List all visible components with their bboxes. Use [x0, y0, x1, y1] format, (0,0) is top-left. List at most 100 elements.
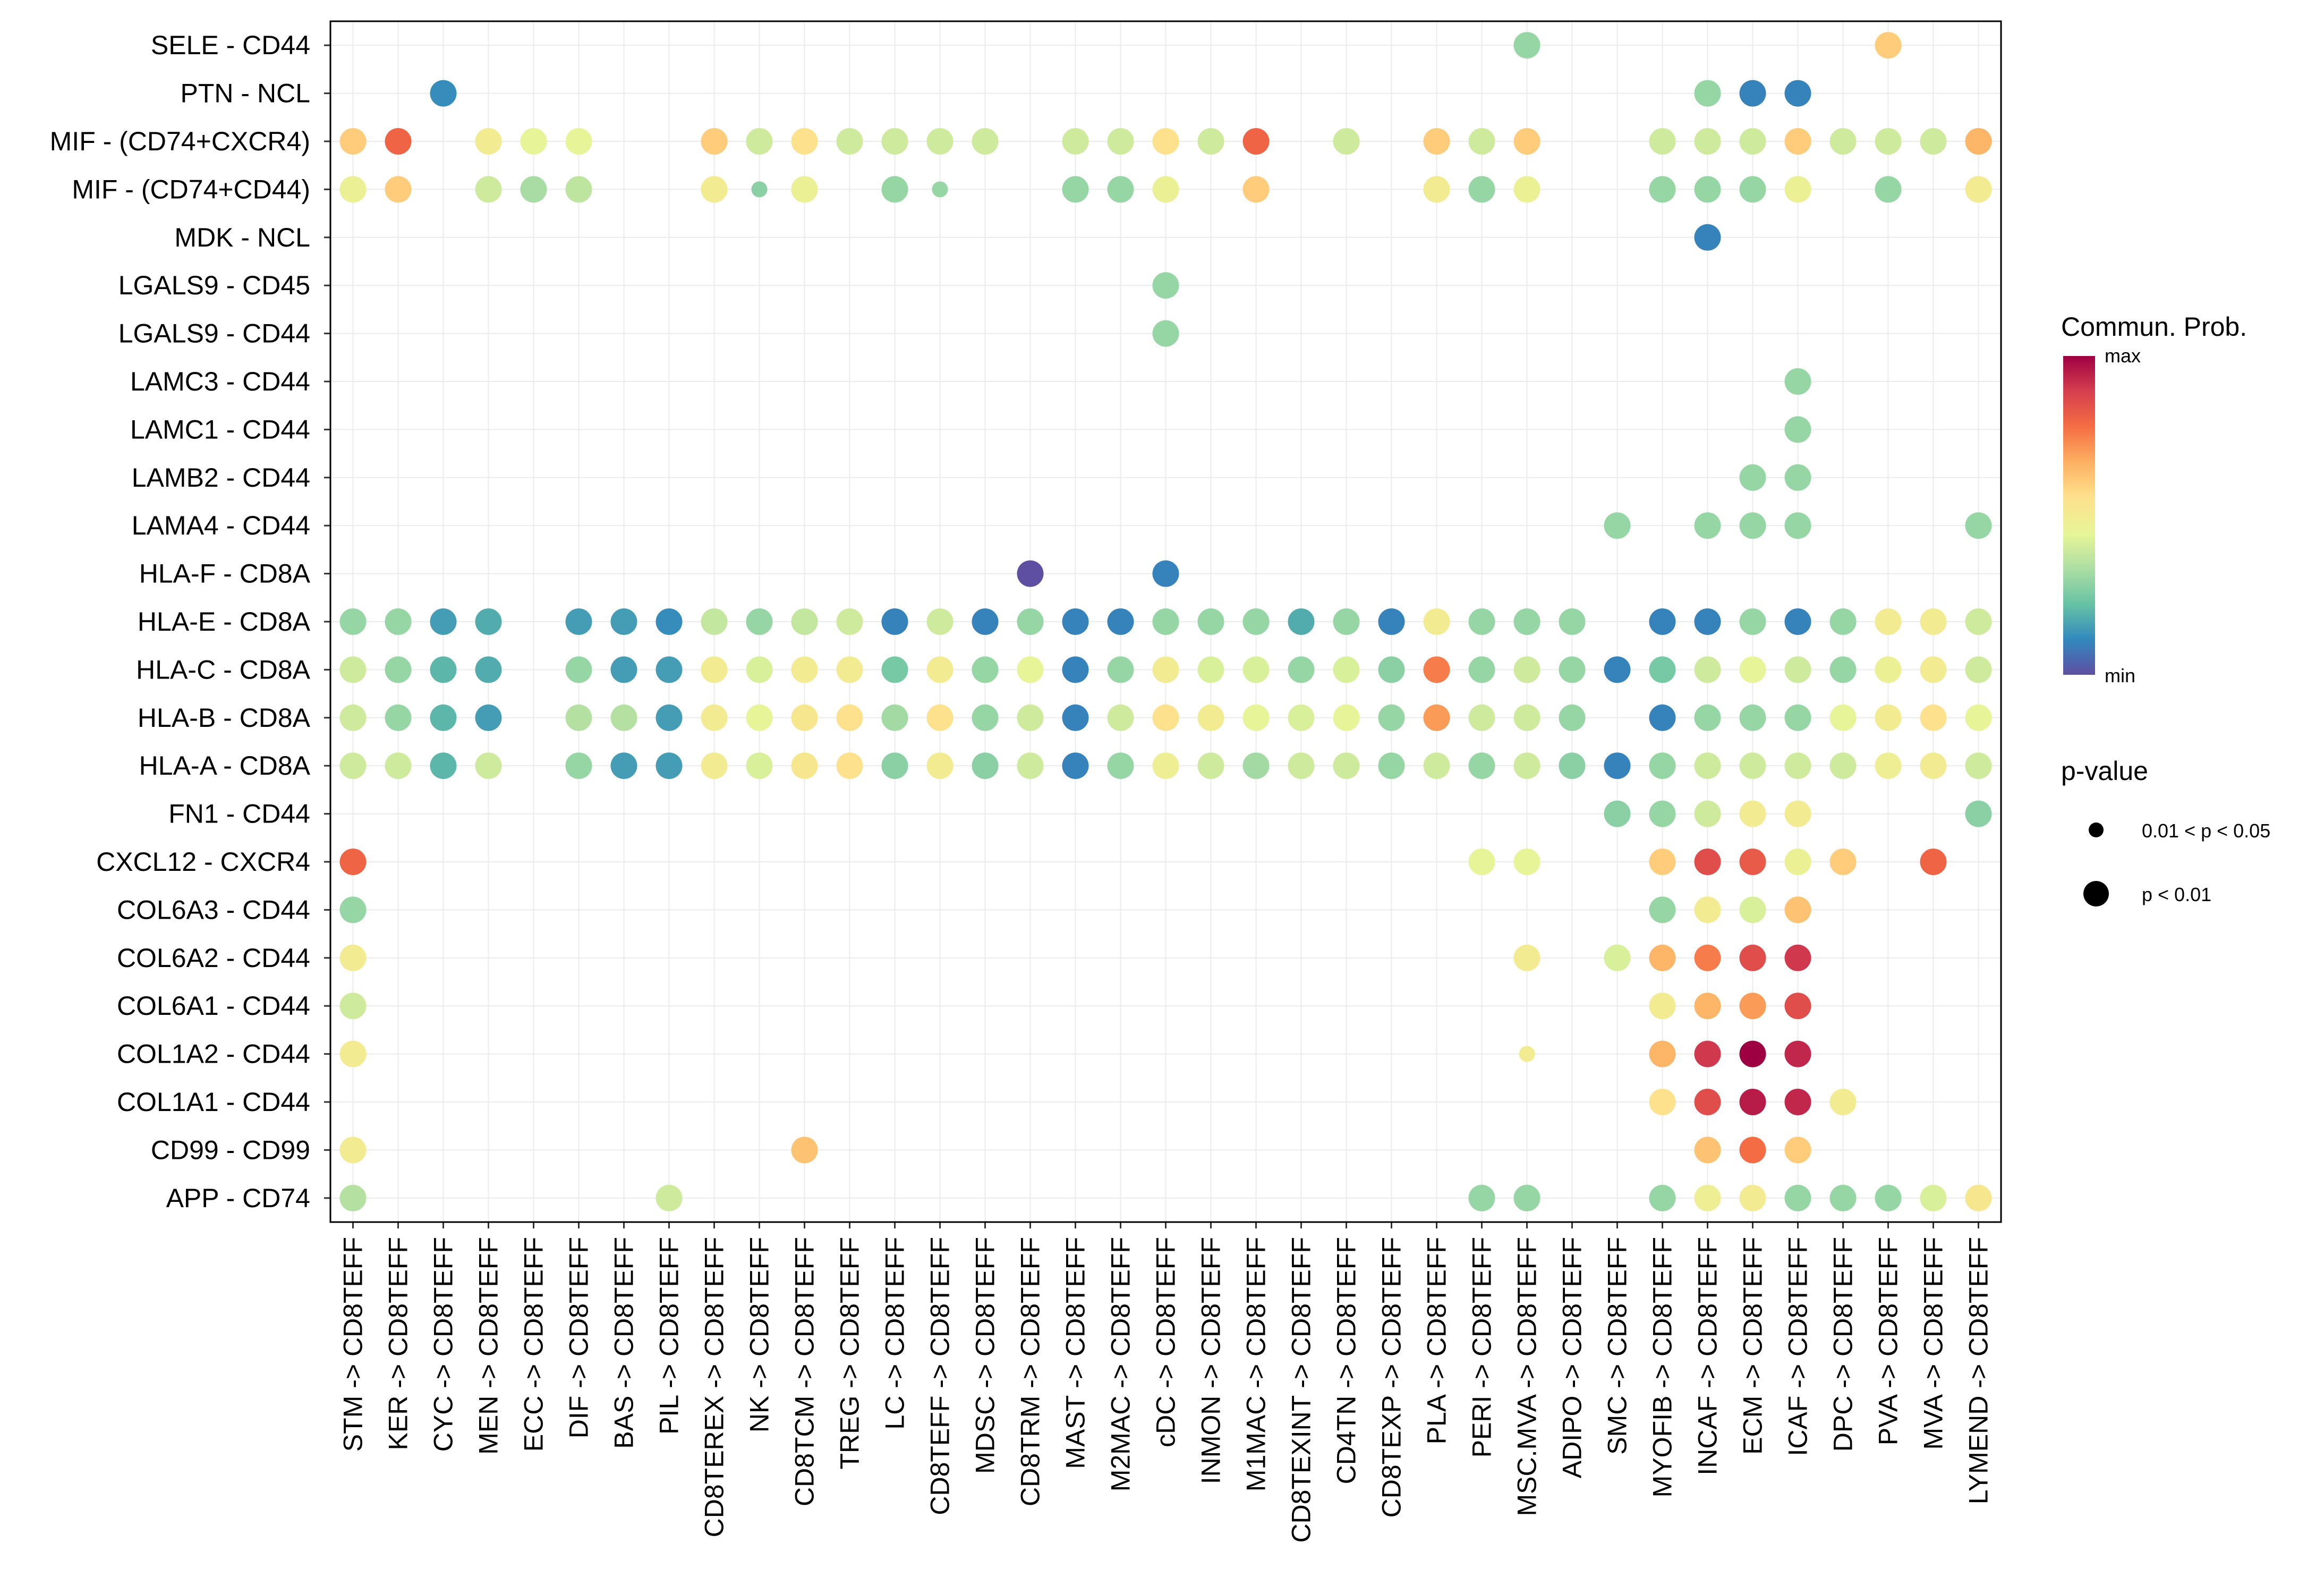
y-tick-label: MIF - (CD74+CD44) [72, 174, 310, 204]
data-point [746, 608, 773, 635]
x-tick-label: BAS -> CD8TEFF [609, 1237, 639, 1449]
data-point [565, 128, 592, 155]
data-point [701, 128, 728, 155]
data-point [339, 656, 367, 683]
data-point [1288, 704, 1315, 731]
data-point [1423, 752, 1450, 779]
data-point [1604, 944, 1631, 971]
y-tick-label: MDK - NCL [174, 223, 310, 252]
data-point [1649, 944, 1676, 971]
data-point [1559, 752, 1586, 779]
size-legend-small-dot [2089, 823, 2104, 837]
data-point [1875, 608, 1902, 635]
data-point [610, 608, 637, 635]
data-point [1739, 752, 1766, 779]
data-point [1513, 704, 1540, 731]
data-point [1875, 128, 1902, 155]
data-point [1875, 32, 1902, 59]
data-point [972, 128, 999, 155]
data-point [1739, 80, 1766, 107]
data-point [339, 1040, 367, 1067]
plot-frame [329, 20, 2002, 1223]
data-point [1784, 512, 1811, 539]
data-point [1965, 656, 1992, 683]
data-point [1784, 1137, 1811, 1164]
data-point [1829, 608, 1857, 635]
data-point [430, 80, 457, 107]
size-legend-large-dot [2083, 881, 2109, 906]
x-tick-label: CYC -> CD8TEFF [429, 1237, 458, 1452]
data-point [1739, 944, 1766, 971]
y-tick-label: COL6A3 - CD44 [117, 895, 310, 925]
data-point [1378, 752, 1405, 779]
data-point [1152, 272, 1179, 299]
data-point [701, 656, 728, 683]
data-point [1829, 1184, 1857, 1211]
data-point [1920, 704, 1947, 731]
data-point [1739, 1040, 1766, 1067]
y-tick-label: COL6A2 - CD44 [117, 943, 310, 973]
data-point [339, 1137, 367, 1164]
data-point [1965, 176, 1992, 203]
data-point [475, 704, 502, 731]
data-point [1694, 608, 1721, 635]
data-point [1333, 128, 1360, 155]
data-point [1333, 704, 1360, 731]
data-point [1965, 512, 1992, 539]
data-point [1062, 752, 1089, 779]
data-point [610, 752, 637, 779]
data-point [1649, 896, 1676, 923]
color-legend-title: Commun. Prob. [2061, 312, 2247, 342]
data-point [701, 176, 728, 203]
data-point [430, 656, 457, 683]
data-point [972, 656, 999, 683]
data-point [565, 704, 592, 731]
x-tick-label: NK -> CD8TEFF [745, 1237, 774, 1432]
y-tick-label: CXCL12 - CXCR4 [96, 847, 310, 877]
data-point [1649, 752, 1676, 779]
data-point [1107, 176, 1134, 203]
data-point [1062, 128, 1089, 155]
data-point [1784, 1040, 1811, 1067]
data-point [1784, 1089, 1811, 1115]
data-points [339, 32, 1992, 1211]
data-point [1875, 656, 1902, 683]
data-point [1197, 128, 1224, 155]
data-point [1107, 656, 1134, 683]
data-point [385, 608, 412, 635]
data-point [1739, 512, 1766, 539]
data-point [1242, 704, 1270, 731]
data-point [339, 849, 367, 875]
data-point [1107, 608, 1134, 635]
x-tick-label: M1MAC -> CD8TEFF [1241, 1237, 1271, 1491]
data-point [1152, 128, 1179, 155]
x-tick-label: PIL -> CD8TEFF [654, 1237, 684, 1435]
x-tick-label: CD4TN -> CD8TEFF [1332, 1237, 1361, 1484]
data-point [1739, 176, 1766, 203]
data-point [1649, 849, 1676, 875]
data-point [836, 704, 863, 731]
y-tick-label: COL1A1 - CD44 [117, 1087, 310, 1117]
data-point [1152, 608, 1179, 635]
data-point [1784, 608, 1811, 635]
data-point [1197, 608, 1224, 635]
x-tick-label: INCAF -> CD8TEFF [1693, 1237, 1723, 1476]
x-tick-label: ECC -> CD8TEFF [519, 1237, 549, 1452]
data-point [1107, 752, 1134, 779]
data-point [1829, 752, 1857, 779]
data-point [1242, 128, 1270, 155]
data-point [1694, 704, 1721, 731]
data-point [1513, 608, 1540, 635]
data-point [339, 752, 367, 779]
data-point [836, 656, 863, 683]
data-point [746, 128, 773, 155]
data-point [1739, 1089, 1766, 1115]
data-point [1739, 993, 1766, 1020]
data-point [1242, 176, 1270, 203]
data-point [881, 128, 908, 155]
data-point [836, 752, 863, 779]
data-point [1694, 800, 1721, 827]
data-point [1784, 80, 1811, 107]
data-point [1965, 128, 1992, 155]
data-point [1875, 704, 1902, 731]
